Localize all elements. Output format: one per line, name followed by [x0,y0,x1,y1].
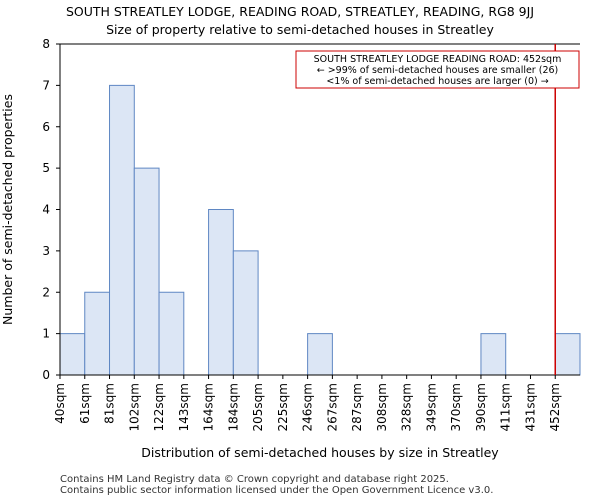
annotation-line: <1% of semi-detached houses are larger (… [326,76,548,87]
y-tick-label: 5 [42,161,50,175]
bar-61sqm [84,291,111,376]
x-tick-label: 390sqm [474,383,488,431]
x-tick-label: 328sqm [400,383,414,431]
annotation-line: ← >99% of semi-detached houses are small… [317,65,559,76]
x-tick-label: 143sqm [177,383,191,431]
footer-line-2: Contains public sector information licen… [60,485,494,496]
x-tick-label: 349sqm [424,383,438,431]
x-tick-label: 225sqm [276,383,290,431]
x-tick-label: 40sqm [53,383,67,424]
x-tick-label: 267sqm [325,383,339,431]
y-tick-label: 6 [42,120,50,134]
chart-title: SOUTH STREATLEY LODGE, READING ROAD, STR… [65,4,535,19]
bar-390sqm [480,333,507,376]
x-tick-label: 205sqm [251,383,265,431]
bar-246sqm [307,333,333,376]
footer-line-1: Contains HM Land Registry data © Crown c… [60,474,449,485]
x-tick-label: 184sqm [226,383,240,431]
bar-81sqm [109,84,135,376]
y-axis-label: Number of semi-detached properties [0,94,15,325]
y-tick-label: 2 [42,285,50,299]
bar-452sqm [554,333,581,376]
bar-164sqm [208,209,234,376]
x-tick-label: 452sqm [548,383,562,431]
x-tick-label: 122sqm [152,383,166,431]
x-tick-label: 287sqm [350,383,364,431]
y-tick-label: 4 [42,203,50,217]
y-tick-label: 0 [42,368,50,382]
y-tick-label: 3 [42,244,50,258]
y-tick-label: 1 [42,327,50,341]
chart-subtitle: Size of property relative to semi-detach… [106,22,494,37]
bar-40sqm [59,333,86,376]
annotation-box [295,50,580,89]
x-tick-label: 81sqm [103,383,117,424]
x-tick-label: 102sqm [127,383,141,431]
bar-184sqm [232,250,259,376]
x-tick-label: 246sqm [301,383,315,431]
x-tick-label: 411sqm [499,383,513,431]
x-tick-label: 370sqm [449,383,463,431]
bar-122sqm [158,291,185,376]
bar-102sqm [133,167,160,376]
x-axis-label: Distribution of semi-detached houses by … [141,445,499,460]
x-tick-label: 431sqm [523,383,537,431]
x-tick-label: 61sqm [78,383,92,424]
x-tick-label: 164sqm [202,383,216,431]
y-tick-label: 8 [42,37,50,51]
y-tick-label: 7 [42,78,50,92]
annotation-line: SOUTH STREATLEY LODGE READING ROAD: 452s… [314,54,562,65]
x-tick-label: 308sqm [375,383,389,431]
